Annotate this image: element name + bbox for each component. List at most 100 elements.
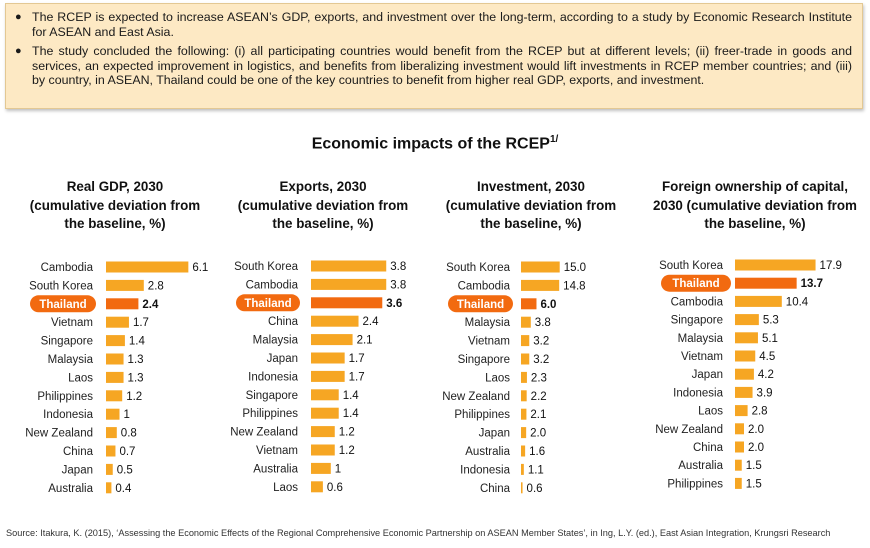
data-label: 2.3 xyxy=(531,372,547,384)
highlight-pill xyxy=(236,294,300,312)
bar xyxy=(521,408,527,420)
panel-title-line: (cumulative deviation from xyxy=(29,197,201,213)
data-label: 3.8 xyxy=(535,317,551,329)
data-label: 1.4 xyxy=(343,390,360,402)
highlight-pill xyxy=(448,295,513,313)
category-label: South Korea xyxy=(659,260,724,272)
bar xyxy=(521,371,527,383)
bar xyxy=(735,386,753,398)
category-label: Singapore xyxy=(458,354,510,366)
bullet-icon: ● xyxy=(15,45,22,58)
category-label: New Zealand xyxy=(442,391,510,403)
bar xyxy=(521,353,530,365)
data-label: 1 xyxy=(335,463,341,475)
bar xyxy=(735,259,816,271)
data-label: 2.1 xyxy=(357,335,373,347)
category-label: South Korea xyxy=(234,261,299,273)
data-label: 1.7 xyxy=(133,317,149,329)
bar xyxy=(106,390,123,402)
category-label: Malaysia xyxy=(253,335,299,347)
category-label: South Korea xyxy=(446,262,511,274)
category-label: Cambodia xyxy=(458,280,511,292)
bar xyxy=(521,445,526,457)
data-label: 1.6 xyxy=(529,446,545,458)
bar xyxy=(735,350,756,362)
bar xyxy=(521,298,537,310)
bar xyxy=(521,463,524,475)
data-label: 1.5 xyxy=(746,460,762,472)
panel-title-foreign-ownership: Foreign ownership of capital, 2030 (cumu… xyxy=(645,178,865,234)
bar xyxy=(311,370,345,382)
category-label: Australia xyxy=(253,463,298,475)
bar xyxy=(521,335,530,347)
bar xyxy=(311,426,335,438)
category-label: South Korea xyxy=(29,280,94,292)
category-label: Thailand xyxy=(457,299,504,311)
data-label: 13.7 xyxy=(801,278,823,290)
data-label: 1.3 xyxy=(128,372,144,384)
category-label: Philippines xyxy=(242,408,298,420)
panel-title-line: the baseline, %) xyxy=(480,216,582,231)
data-label: 1.1 xyxy=(528,464,544,476)
main-title: Economic impacts of the RCEP1/ xyxy=(0,134,870,153)
bar xyxy=(735,477,742,489)
category-label: New Zealand xyxy=(655,424,723,436)
data-label: 0.7 xyxy=(119,446,135,458)
bar xyxy=(735,277,797,289)
summary-list: ● The RCEP is expected to increase ASEAN’… xyxy=(15,10,852,88)
category-label: China xyxy=(480,483,511,495)
category-label: Vietnam xyxy=(468,336,510,348)
data-label: 1 xyxy=(124,409,130,421)
category-label: Indonesia xyxy=(43,409,93,421)
category-label: Australia xyxy=(465,446,510,458)
category-label: Philippines xyxy=(454,409,510,421)
category-label: Japan xyxy=(267,353,298,365)
bar xyxy=(106,353,124,365)
category-label: Indonesia xyxy=(673,387,723,399)
bar xyxy=(106,261,189,273)
data-label: 3.8 xyxy=(390,279,406,291)
bar xyxy=(106,371,124,383)
data-label: 3.9 xyxy=(757,387,773,399)
data-label: 1.2 xyxy=(339,445,355,457)
category-label: New Zealand xyxy=(230,427,298,439)
data-label: 2.4 xyxy=(142,299,159,311)
bar xyxy=(106,279,144,291)
data-label: 5.3 xyxy=(763,315,779,327)
category-label: Thailand xyxy=(672,278,719,290)
bar xyxy=(735,295,782,307)
data-label: 1.2 xyxy=(126,391,142,403)
summary-bullet: ● The RCEP is expected to increase ASEAN’… xyxy=(15,10,852,39)
data-label: 3.8 xyxy=(390,261,406,273)
bar xyxy=(106,482,112,494)
bar xyxy=(735,441,744,453)
bar xyxy=(521,316,531,328)
bar xyxy=(311,481,323,493)
bullet-icon: ● xyxy=(15,11,22,23)
category-label: Japan xyxy=(62,464,93,476)
summary-bullet: ● The study concluded the following: (i) … xyxy=(15,44,852,88)
data-label: 1.2 xyxy=(339,427,355,439)
category-label: Cambodia xyxy=(41,262,94,274)
category-label: Indonesia xyxy=(460,464,510,476)
category-label: China xyxy=(268,316,299,328)
panel-title-investment: Investment, 2030 (cumulative deviation f… xyxy=(436,178,626,234)
category-label: China xyxy=(693,442,724,454)
data-label: 1.5 xyxy=(746,478,762,490)
bar xyxy=(311,260,387,272)
bar xyxy=(106,427,117,439)
panel-title-line: Exports, 2030 xyxy=(279,179,367,194)
category-label: Australia xyxy=(678,460,723,472)
panel-title-line: (cumulative deviation from xyxy=(445,197,617,213)
category-label: Cambodia xyxy=(671,296,724,308)
highlight-pill xyxy=(30,295,96,313)
panel-title-exports: Exports, 2030 (cumulative deviation from… xyxy=(228,178,418,234)
bar xyxy=(311,444,335,456)
category-label: Laos xyxy=(273,482,298,494)
panel-title-real-gdp: Real GDP, 2030 (cumulative deviation fro… xyxy=(20,178,210,234)
data-label: 17.9 xyxy=(820,260,842,272)
data-label: 2.8 xyxy=(752,406,768,418)
data-label: 0.6 xyxy=(527,483,543,495)
category-label: Philippines xyxy=(667,478,723,490)
category-label: Malaysia xyxy=(678,333,724,345)
